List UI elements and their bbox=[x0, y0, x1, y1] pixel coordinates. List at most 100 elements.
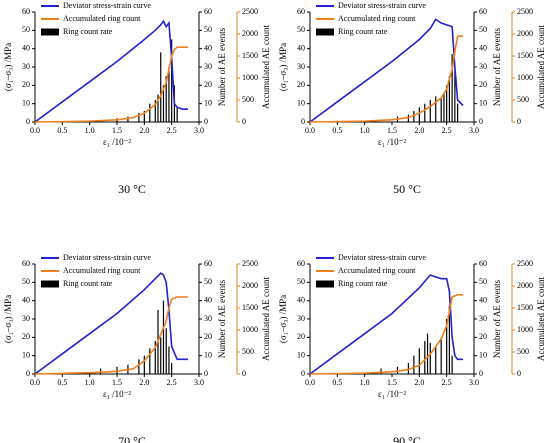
y-tick-label: 20 bbox=[297, 80, 305, 89]
legend-swatch bbox=[41, 28, 59, 36]
y2-tick-label: 40 bbox=[204, 295, 212, 304]
bar bbox=[143, 111, 145, 122]
y3-tick-label: 2500 bbox=[517, 7, 533, 16]
y2-tick-label: 0 bbox=[204, 369, 208, 378]
y3-tick-label: 1000 bbox=[242, 325, 258, 334]
y3-tick-label: 0 bbox=[242, 117, 246, 126]
x-tick-label: 1.0 bbox=[360, 378, 370, 387]
y2-tick-label: 10 bbox=[204, 98, 212, 107]
y3-tick-label: 2000 bbox=[517, 281, 533, 290]
y-tick-label: 30 bbox=[297, 62, 305, 71]
y2-tick-label: 30 bbox=[479, 62, 487, 71]
bar bbox=[171, 363, 173, 374]
bar bbox=[162, 85, 165, 122]
x-tick-label: 2.0 bbox=[414, 126, 424, 135]
y2-tick-label: 30 bbox=[204, 62, 212, 71]
bar bbox=[418, 107, 420, 122]
bar bbox=[407, 363, 409, 374]
y2-axis-label: Number of AE events bbox=[217, 27, 227, 106]
y2-tick-label: 20 bbox=[479, 332, 487, 341]
y3-tick-label: 1000 bbox=[517, 325, 533, 334]
x-tick-label: 1.5 bbox=[387, 378, 397, 387]
bar bbox=[440, 98, 442, 122]
x-tick-label: 3.0 bbox=[194, 378, 204, 387]
y3-tick-label: 2000 bbox=[242, 281, 258, 290]
y2-tick-label: 50 bbox=[204, 25, 212, 34]
legend-label: Ring count rate bbox=[338, 27, 388, 36]
legend-label: Ring count rate bbox=[63, 279, 113, 288]
y-tick-label: 40 bbox=[297, 295, 305, 304]
x-tick-label: 1.0 bbox=[85, 378, 95, 387]
y-tick-label: 20 bbox=[297, 332, 305, 341]
panel: 0.0 0.5 1.0 1.5 2.0 2.5 3.00102030405060010203… bbox=[278, 1, 546, 196]
bar bbox=[171, 39, 173, 122]
x-tick-label: 1.0 bbox=[85, 126, 95, 135]
caption: 70 °C bbox=[118, 434, 146, 443]
series-line bbox=[309, 18, 464, 123]
x-tick-label: 2.0 bbox=[414, 378, 424, 387]
y-tick-label: 0 bbox=[301, 117, 305, 126]
y3-tick-label: 0 bbox=[517, 117, 521, 126]
bar bbox=[443, 92, 445, 122]
bar bbox=[127, 116, 129, 122]
y3-tick-label: 2000 bbox=[242, 29, 258, 38]
bar bbox=[143, 355, 145, 374]
y-axis-label: (σ₁–σ₃) /MPa bbox=[278, 43, 288, 91]
series-line bbox=[34, 296, 189, 375]
y3-tick-label: 0 bbox=[242, 369, 246, 378]
y3-axis-label: Accumulated AE count bbox=[536, 25, 546, 109]
y-tick-label: 60 bbox=[297, 7, 305, 16]
bar bbox=[165, 76, 167, 122]
y2-tick-label: 40 bbox=[479, 295, 487, 304]
y-tick-label: 50 bbox=[297, 277, 305, 286]
bar bbox=[154, 100, 156, 122]
y-tick-label: 0 bbox=[301, 369, 305, 378]
bar bbox=[418, 348, 420, 374]
x-axis-label: ε₁ /10⁻² bbox=[378, 389, 406, 399]
series-line bbox=[309, 274, 464, 375]
bar bbox=[154, 341, 156, 374]
bar bbox=[138, 112, 140, 122]
x-tick-label: 3.0 bbox=[469, 378, 479, 387]
x-tick-label: 0.0 bbox=[30, 126, 40, 135]
legend-label: Accumulated ring count bbox=[338, 14, 416, 23]
y-tick-label: 40 bbox=[22, 43, 30, 52]
x-tick-label: 2.5 bbox=[442, 126, 452, 135]
bar bbox=[157, 94, 159, 122]
y2-tick-label: 20 bbox=[204, 80, 212, 89]
x-tick-label: 3.0 bbox=[194, 126, 204, 135]
bar bbox=[165, 328, 167, 374]
x-tick-label: 1.5 bbox=[112, 126, 122, 135]
x-axis-label: ε₁ /10⁻² bbox=[378, 137, 406, 147]
y3-tick-label: 1500 bbox=[242, 51, 258, 60]
bar bbox=[424, 341, 426, 374]
y-tick-label: 0 bbox=[26, 369, 30, 378]
legend-label: Ring count rate bbox=[63, 27, 113, 36]
y2-tick-label: 30 bbox=[204, 314, 212, 323]
y-axis-label: (σ₁–σ₃) /MPa bbox=[3, 43, 13, 91]
bar bbox=[413, 111, 415, 122]
y2-tick-label: 60 bbox=[479, 7, 487, 16]
x-tick-label: 1.0 bbox=[360, 126, 370, 135]
y-tick-label: 20 bbox=[22, 80, 30, 89]
x-tick-label: 2.0 bbox=[139, 126, 149, 135]
bar bbox=[451, 54, 453, 122]
y2-tick-label: 20 bbox=[204, 332, 212, 341]
caption: 50 °C bbox=[393, 182, 421, 196]
bar bbox=[149, 103, 151, 122]
y3-axis-label: Accumulated AE count bbox=[536, 277, 546, 361]
y3-axis-label: Accumulated AE count bbox=[261, 277, 271, 361]
series-line bbox=[309, 294, 464, 375]
bar bbox=[162, 300, 165, 374]
legend-label: Ring count rate bbox=[338, 279, 388, 288]
x-tick-label: 1.5 bbox=[387, 126, 397, 135]
y3-tick-label: 0 bbox=[517, 369, 521, 378]
bar bbox=[138, 359, 140, 374]
bar bbox=[440, 337, 442, 374]
legend-swatch bbox=[41, 280, 59, 288]
series-line bbox=[309, 35, 464, 123]
bar bbox=[149, 348, 151, 374]
bar bbox=[100, 368, 102, 374]
y-tick-label: 60 bbox=[22, 7, 30, 16]
